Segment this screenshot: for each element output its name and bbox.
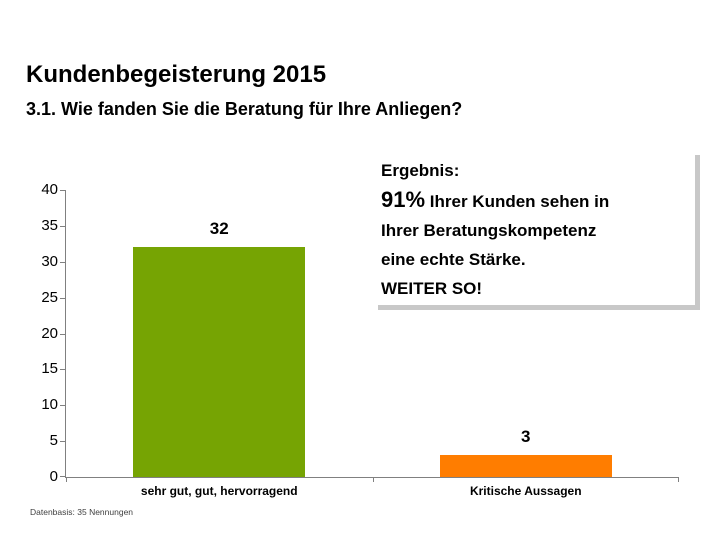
result-line-3: WEITER SO! [381,279,483,298]
x-axis-tick [678,477,679,482]
y-axis-tick [60,369,66,371]
y-axis-tick [60,405,66,407]
y-axis-tick [60,333,66,335]
result-line-2: eine echte Stärke. [381,250,526,269]
result-percentage: 91% [381,187,426,212]
y-axis-tick-label: 30 [41,252,58,270]
slide-title: Kundenbegeisterung 2015 [26,61,327,88]
chart-bar [133,247,306,477]
y-axis-tick [60,441,66,443]
y-axis-tick-label: 15 [41,360,58,378]
x-axis-tick [66,477,67,482]
y-axis-tick-label: 0 [49,468,58,485]
result-highlight-rest: Ihrer Kunden sehen in [425,192,610,211]
question-subtitle: 3.1. Wie fanden Sie die Beratung für Ihr… [26,99,463,119]
category-label: sehr gut, gut, hervorragend [140,484,298,498]
bar-value-label: 32 [209,219,229,238]
plot-area: 0 5 10 15 20 25 30 35 40 32 sehr gut, gut, hervorr… [41,182,679,498]
y-axis-tick [60,225,66,227]
y-axis-tick-label: 25 [41,288,58,306]
y-axis-tick [60,261,66,263]
y-axis-tick-label: 10 [41,396,58,414]
y-axis-tick-label: 40 [41,181,58,198]
y-axis-tick-label: 35 [41,216,58,234]
y-axis-tick [60,476,66,477]
chart-bar [439,455,612,477]
result-highlight-line: 91% Ihrer Kunden sehen in [381,185,691,216]
category-label: Kritische Aussagen [469,484,582,498]
result-line-1: Ihrer Beratungskompetenz [381,221,597,240]
y-axis-tick-label: 20 [41,324,58,342]
result-box: Ergebnis: 91% Ihrer Kunden sehen in Ihre… [373,150,695,305]
y-axis-tick-label: 5 [49,432,58,450]
x-axis-tick [372,477,374,482]
y-axis-tick [60,297,66,299]
data-basis-note: Datenbasis: 35 Nennungen [30,507,134,517]
bar-value-label: 3 [521,427,531,446]
y-axis-tick [60,190,66,191]
result-heading: Ergebnis: [381,161,460,180]
